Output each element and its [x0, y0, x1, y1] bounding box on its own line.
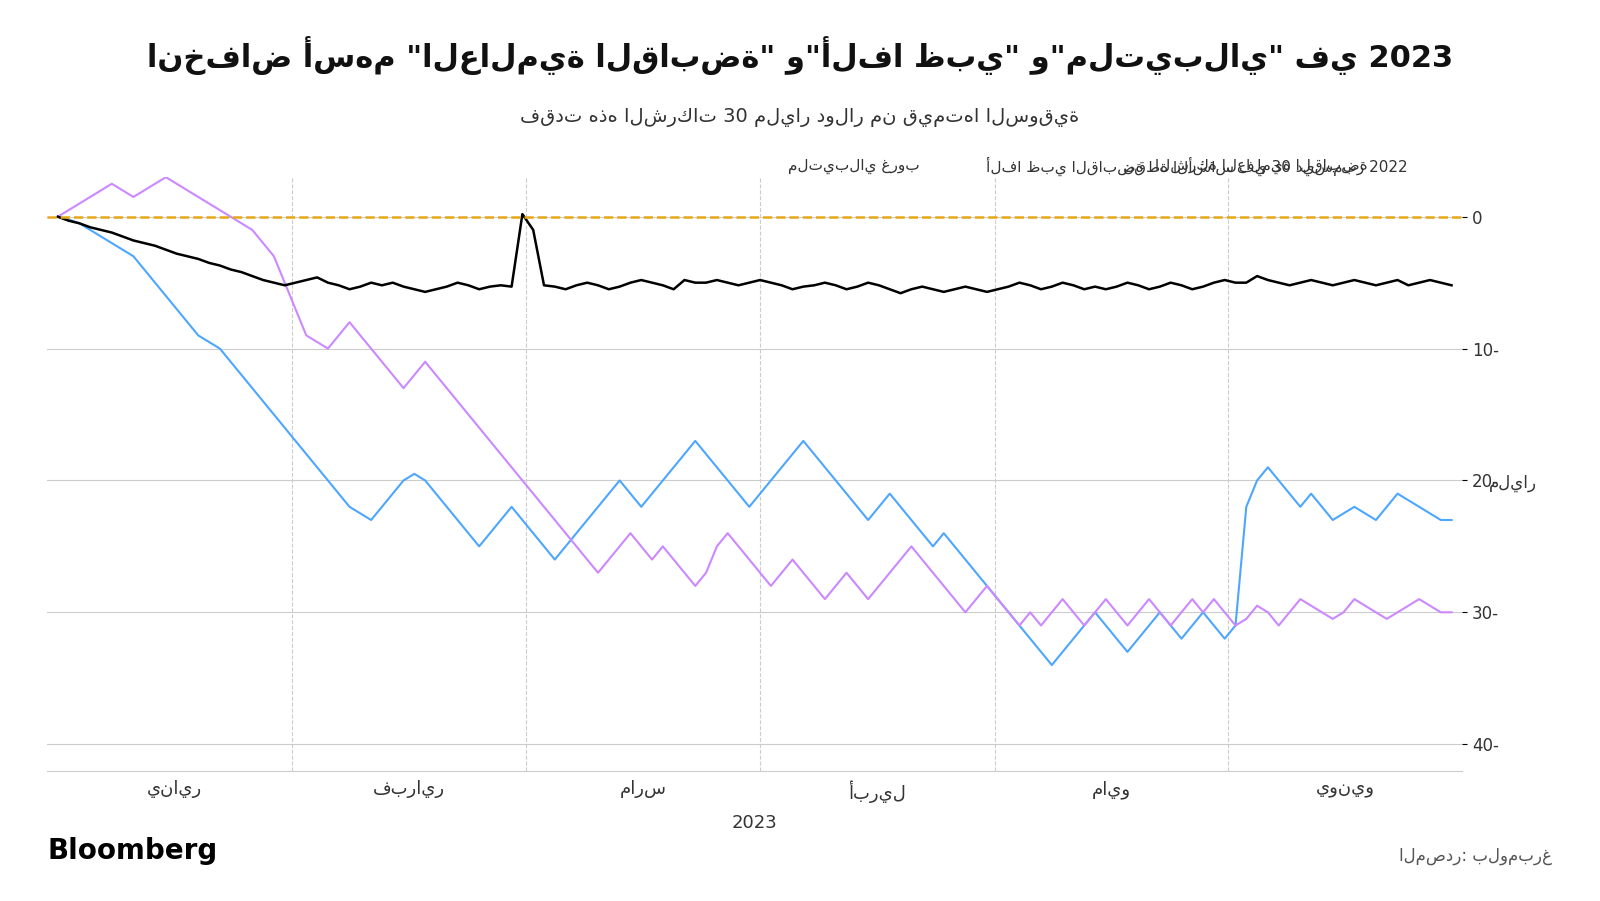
Text: ألفا ظبي القابضة: ألفا ظبي القابضة [986, 157, 1144, 177]
Text: نقطة الأساس في 30 ديسمبر 2022: نقطة الأساس في 30 ديسمبر 2022 [1123, 157, 1408, 177]
Text: انخفاض أسهم "العالمية القابضة" و"ألفا ظبي" و"ملتيبلاي" في 2023: انخفاض أسهم "العالمية القابضة" و"ألفا ظب… [147, 36, 1453, 75]
Text: الشركة العالمية القابضة: الشركة العالمية القابضة [1155, 159, 1368, 174]
X-axis label: 2023: 2023 [731, 814, 778, 832]
Y-axis label: مليار: مليار [1490, 474, 1538, 492]
Text: ملتيبلاي غروب: ملتيبلاي غروب [789, 159, 920, 174]
Text: Bloomberg: Bloomberg [48, 837, 218, 865]
Text: فقدت هذه الشركات 30 مليار دولار من قيمتها السوقية: فقدت هذه الشركات 30 مليار دولار من قيمته… [520, 108, 1080, 127]
Text: المصدر: بلومبرغ: المصدر: بلومبرغ [1398, 847, 1552, 865]
